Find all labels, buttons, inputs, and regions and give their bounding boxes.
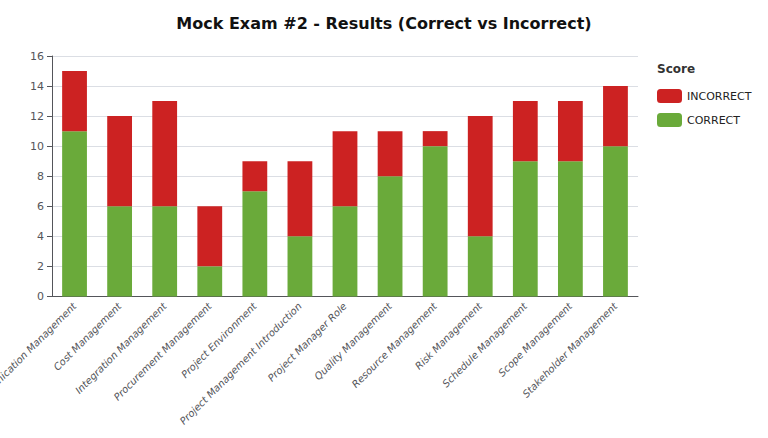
svg-text:Mock Exam #2 - Results (Correc: Mock Exam #2 - Results (Correct vs Incor… [176,14,591,33]
svg-text:Cost Management: Cost Management [51,300,124,373]
svg-text:16: 16 [30,50,44,63]
svg-text:6: 6 [37,200,44,213]
svg-text:INCORRECT: INCORRECT [687,90,752,103]
svg-text:Resource Management: Resource Management [350,300,440,390]
svg-text:14: 14 [30,80,44,93]
svg-text:Project Environment: Project Environment [179,300,259,380]
svg-text:10: 10 [30,140,44,153]
svg-text:2: 2 [37,260,44,273]
svg-text:8: 8 [37,170,44,183]
svg-text:4: 4 [37,230,44,243]
svg-text:Procurement Management: Procurement Management [111,300,214,403]
svg-text:Stakeholder Management: Stakeholder Management [520,300,620,400]
svg-text:Project Manager Role: Project Manager Role [266,301,349,384]
svg-text:Scope Management: Scope Management [496,300,575,379]
svg-text:Score: Score [657,62,695,76]
svg-text:Project Management Introductio: Project Management Introduction [177,300,304,427]
svg-text:Risk Management: Risk Management [413,300,485,372]
svg-text:Quality Management: Quality Management [312,300,395,383]
svg-text:12: 12 [30,110,44,123]
svg-text:Schedule Management: Schedule Management [440,300,530,390]
svg-text:Integration Management: Integration Management [73,300,169,396]
svg-text:CORRECT: CORRECT [687,114,740,127]
svg-text:0: 0 [37,290,44,303]
